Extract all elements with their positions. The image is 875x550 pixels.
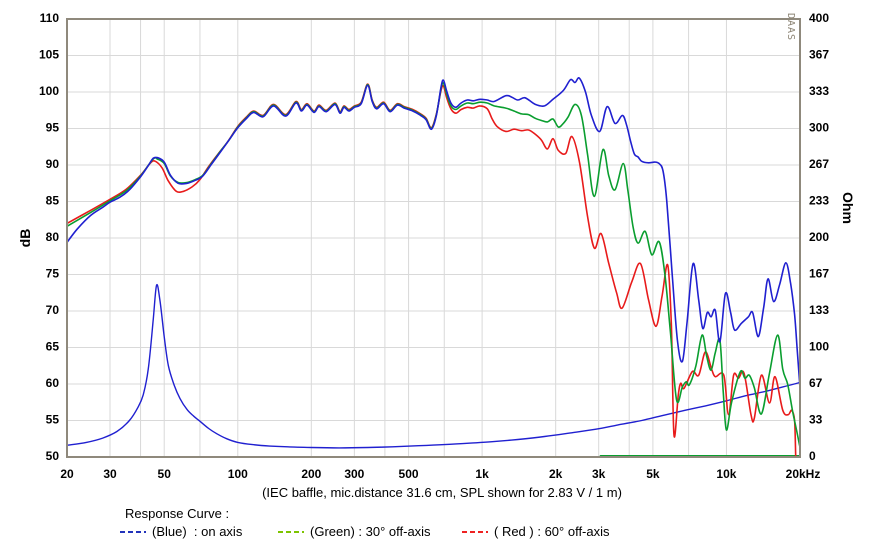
x-tick-label: 50	[158, 467, 172, 481]
y-right-tick-label: 67	[809, 376, 823, 390]
legend-item-red: ( Red ) : 60° off-axis	[462, 524, 610, 539]
y-right-tick-label: 300	[809, 121, 829, 135]
legend-item-green: (Green) : 30° off-axis	[278, 524, 431, 539]
legend-title: Response Curve :	[125, 506, 230, 521]
y-axis-label-db: dB	[17, 229, 33, 248]
x-tick-label: 10k	[716, 467, 736, 481]
red-line-swatch	[462, 526, 488, 537]
legend-item-blue: (Blue) : on axis	[120, 524, 242, 539]
y-right-tick-label: 367	[809, 48, 829, 62]
y-left-tick-label: 105	[39, 48, 59, 62]
y-left-tick-label: 50	[46, 449, 60, 463]
y-right-tick-label: 400	[809, 11, 829, 25]
x-tick-label: 500	[399, 467, 419, 481]
y-left-tick-label: 85	[46, 194, 60, 208]
x-tick-label: 20	[60, 467, 74, 481]
x-tick-label: 100	[228, 467, 248, 481]
y-left-tick-label: 80	[46, 230, 60, 244]
x-tick-label: 300	[344, 467, 364, 481]
curve-impedance	[66, 283, 801, 449]
legend-label-green: (Green) : 30° off-axis	[310, 524, 431, 539]
y-axis-label-ohm: Ohm	[840, 192, 856, 224]
x-tick-label: 2k	[549, 467, 563, 481]
y-left-tick-label: 75	[46, 267, 60, 281]
legend-label-red: ( Red ) : 60° off-axis	[494, 524, 610, 539]
curve-on-axis	[66, 77, 801, 389]
blue-line-swatch	[120, 526, 146, 537]
x-tick-label: 1k	[475, 467, 489, 481]
y-right-tick-label: 133	[809, 303, 829, 317]
legend-label-blue: (Blue) : on axis	[152, 524, 243, 539]
plot-frame	[66, 18, 801, 458]
y-right-tick-label: 267	[809, 157, 829, 171]
daas-watermark: DAAS	[785, 13, 796, 41]
y-right-tick-label: 233	[809, 194, 829, 208]
y-left-tick-label: 65	[46, 340, 60, 354]
y-right-tick-label: 33	[809, 413, 823, 427]
y-right-tick-label: 0	[809, 449, 816, 463]
y-right-tick-label: 100	[809, 340, 829, 354]
y-left-tick-label: 70	[46, 303, 60, 317]
x-tick-label: 20kHz	[786, 467, 821, 481]
x-tick-label: 200	[301, 467, 321, 481]
curve-60-off-axis	[66, 83, 797, 458]
green-line-swatch	[278, 526, 304, 537]
y-right-tick-label: 200	[809, 230, 829, 244]
y-left-tick-label: 110	[40, 11, 60, 25]
y-left-tick-label: 55	[46, 413, 60, 427]
chart-caption: (IEC baffle, mic.distance 31.6 cm, SPL s…	[262, 485, 622, 500]
y-left-tick-label: 90	[46, 157, 60, 171]
y-left-tick-label: 100	[39, 84, 59, 98]
x-tick-label: 5k	[646, 467, 660, 481]
y-right-tick-label: 167	[809, 267, 829, 281]
x-tick-label: 30	[103, 467, 117, 481]
y-left-tick-label: 95	[46, 121, 60, 135]
y-left-tick-label: 60	[46, 376, 60, 390]
y-right-tick-label: 333	[809, 84, 829, 98]
x-tick-label: 3k	[592, 467, 606, 481]
